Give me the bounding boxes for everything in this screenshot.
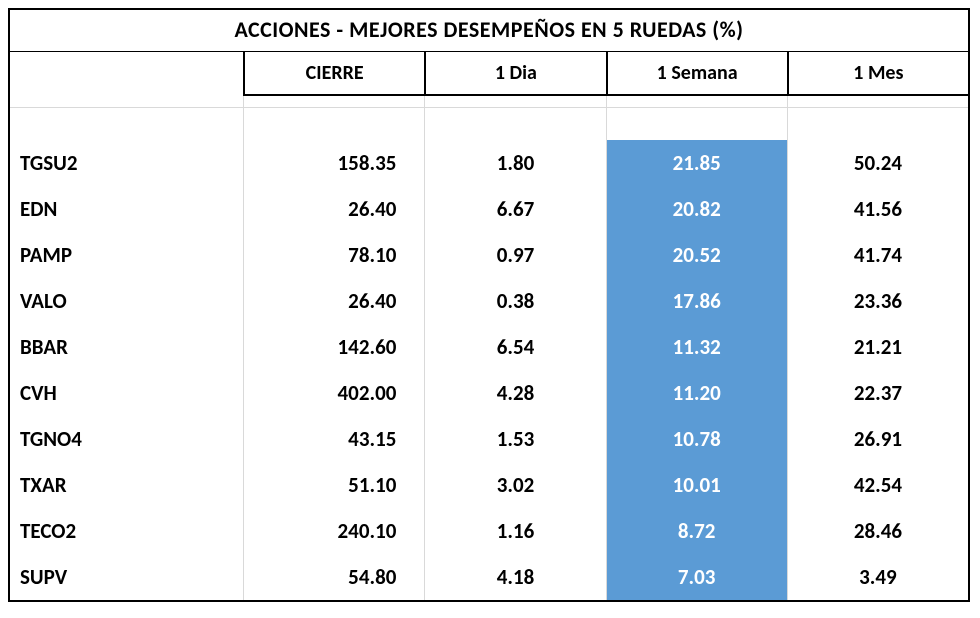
cell-semana: 11.32 [606, 324, 787, 370]
table-row: BBAR142.606.5411.3221.21 [10, 324, 968, 370]
cell-mes: 41.74 [787, 232, 968, 278]
cell-mes: 26.91 [787, 416, 968, 462]
header-cierre: CIERRE [243, 52, 424, 96]
cell-mes: 42.54 [787, 462, 968, 508]
cell-cierre: 54.80 [243, 554, 424, 600]
cell-ticker: TXAR [10, 462, 243, 508]
cell-semana: 21.85 [606, 140, 787, 186]
cell-ticker: VALO [10, 278, 243, 324]
cell-semana: 11.20 [606, 370, 787, 416]
table-title: ACCIONES - MEJORES DESEMPEÑOS EN 5 RUEDA… [10, 10, 968, 52]
cell-ticker: TGNO4 [10, 416, 243, 462]
cell-cierre: 26.40 [243, 278, 424, 324]
cell-mes: 23.36 [787, 278, 968, 324]
cell-cierre: 402.00 [243, 370, 424, 416]
cell-semana: 20.52 [606, 232, 787, 278]
cell-dia: 4.28 [424, 370, 605, 416]
cell-cierre: 78.10 [243, 232, 424, 278]
table-row: PAMP78.100.9720.5241.74 [10, 232, 968, 278]
table-row: TXAR51.103.0210.0142.54 [10, 462, 968, 508]
grid-separator [10, 96, 968, 108]
header-semana: 1 Semana [606, 52, 787, 96]
header-dia: 1 Dia [424, 52, 605, 96]
performance-table: ACCIONES - MEJORES DESEMPEÑOS EN 5 RUEDA… [8, 8, 970, 602]
cell-cierre: 51.10 [243, 462, 424, 508]
cell-mes: 41.56 [787, 186, 968, 232]
cell-dia: 1.80 [424, 140, 605, 186]
cell-dia: 1.16 [424, 508, 605, 554]
cell-ticker: CVH [10, 370, 243, 416]
cell-dia: 1.53 [424, 416, 605, 462]
cell-dia: 3.02 [424, 462, 605, 508]
table-row: TECO2240.101.168.7228.46 [10, 508, 968, 554]
table-row: TGNO443.151.5310.7826.91 [10, 416, 968, 462]
table-body: TGSU2158.351.8021.8550.24EDN26.406.6720.… [10, 140, 968, 600]
table-header-row: CIERRE 1 Dia 1 Semana 1 Mes [10, 52, 968, 96]
cell-mes: 22.37 [787, 370, 968, 416]
cell-ticker: TGSU2 [10, 140, 243, 186]
cell-ticker: SUPV [10, 554, 243, 600]
cell-ticker: TECO2 [10, 508, 243, 554]
table-row: VALO26.400.3817.8623.36 [10, 278, 968, 324]
table-row: CVH402.004.2811.2022.37 [10, 370, 968, 416]
cell-cierre: 26.40 [243, 186, 424, 232]
cell-cierre: 142.60 [243, 324, 424, 370]
cell-mes: 3.49 [787, 554, 968, 600]
cell-mes: 21.21 [787, 324, 968, 370]
cell-dia: 4.18 [424, 554, 605, 600]
cell-dia: 0.97 [424, 232, 605, 278]
cell-semana: 8.72 [606, 508, 787, 554]
table-row: EDN26.406.6720.8241.56 [10, 186, 968, 232]
header-ticker [10, 52, 243, 96]
cell-semana: 10.78 [606, 416, 787, 462]
cell-ticker: EDN [10, 186, 243, 232]
cell-mes: 28.46 [787, 508, 968, 554]
table-row: SUPV54.804.187.033.49 [10, 554, 968, 600]
table-row: TGSU2158.351.8021.8550.24 [10, 140, 968, 186]
cell-semana: 20.82 [606, 186, 787, 232]
cell-semana: 7.03 [606, 554, 787, 600]
spacer-row [10, 108, 968, 140]
cell-semana: 10.01 [606, 462, 787, 508]
cell-dia: 6.54 [424, 324, 605, 370]
cell-mes: 50.24 [787, 140, 968, 186]
cell-ticker: BBAR [10, 324, 243, 370]
cell-cierre: 240.10 [243, 508, 424, 554]
cell-dia: 6.67 [424, 186, 605, 232]
cell-dia: 0.38 [424, 278, 605, 324]
header-mes: 1 Mes [787, 52, 968, 96]
cell-semana: 17.86 [606, 278, 787, 324]
cell-ticker: PAMP [10, 232, 243, 278]
cell-cierre: 158.35 [243, 140, 424, 186]
cell-cierre: 43.15 [243, 416, 424, 462]
